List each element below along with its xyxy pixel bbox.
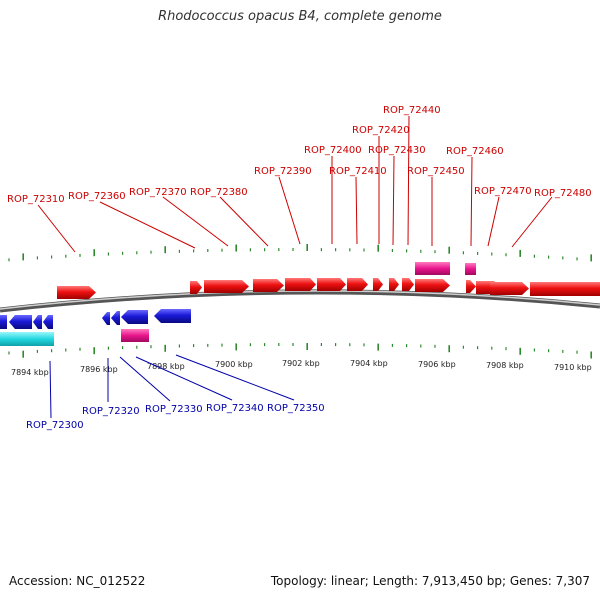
leader-line	[511, 196, 553, 248]
scale-label: 7904 kbp	[350, 359, 388, 368]
scale-label: 7894 kbp	[11, 368, 49, 377]
bottom-tick-marks	[8, 343, 593, 359]
gene-label[interactable]: ROP_72380	[190, 187, 248, 198]
gene-arrow[interactable]	[490, 282, 529, 295]
scale-label: 7910 kbp	[554, 363, 592, 372]
reverse-gene-labels: ROP_72300 ROP_72320 ROP_72330 ROP_72340 …	[26, 403, 325, 431]
leader-line	[49, 360, 52, 419]
sequence-backbone	[0, 289, 600, 313]
gene-arrow[interactable]	[9, 315, 32, 329]
gene-label[interactable]: ROP_72420	[352, 125, 410, 136]
gene-arrow[interactable]	[102, 312, 110, 325]
scale-label: 7900 kbp	[215, 360, 253, 369]
gene-label[interactable]: ROP_72350	[267, 403, 325, 414]
top-tick-marks	[8, 244, 593, 262]
leader-line	[278, 176, 301, 245]
leader-line	[37, 204, 76, 253]
leader-line	[119, 356, 171, 402]
gene-arrow[interactable]	[347, 278, 368, 291]
gene-label[interactable]: ROP_72310	[7, 194, 65, 205]
accession-text: Accession: NC_012522	[9, 574, 146, 588]
gene-label[interactable]: ROP_72320	[82, 406, 140, 417]
gene-label[interactable]: ROP_72360	[68, 191, 126, 202]
gene-arrow[interactable]	[154, 309, 191, 323]
gene-label[interactable]: ROP_72470	[474, 186, 532, 197]
gene-arrow[interactable]	[373, 278, 383, 291]
gene-label[interactable]: ROP_72410	[329, 166, 387, 177]
gene-arrow[interactable]	[285, 278, 316, 291]
gene-arrow[interactable]	[402, 278, 414, 291]
gene-label[interactable]: ROP_72400	[304, 145, 362, 156]
reverse-strand-genes	[0, 309, 191, 329]
leader-line	[407, 115, 410, 246]
leader-line	[162, 196, 229, 247]
gene-label[interactable]: ROP_72440	[383, 105, 441, 116]
gene-arrow[interactable]	[111, 311, 120, 325]
reverse-leader-lines	[49, 354, 295, 419]
leader-line	[175, 354, 295, 401]
leader-line	[219, 196, 269, 247]
gene-label[interactable]: ROP_72480	[534, 188, 592, 199]
gene-arrow[interactable]	[317, 278, 346, 291]
gene-label[interactable]: ROP_72370	[129, 187, 187, 198]
scale-label: 7908 kbp	[486, 361, 524, 370]
gene-label[interactable]: ROP_72330	[145, 404, 203, 415]
rna-feature-bottom[interactable]	[121, 329, 149, 342]
scale-labels: 7894 kbp 7896 kbp 7898 kbp 7900 kbp 7902…	[11, 359, 592, 377]
leader-line	[135, 356, 233, 401]
gene-arrow[interactable]	[57, 286, 96, 299]
gene-label[interactable]: ROP_72390	[254, 166, 312, 177]
forward-gene-labels: ROP_72310 ROP_72360 ROP_72370 ROP_72380 …	[7, 105, 592, 205]
scale-label: 7902 kbp	[282, 359, 320, 368]
gene-arrow[interactable]	[190, 281, 202, 294]
rna-feature-top-1[interactable]	[415, 262, 450, 275]
rna-feature-top-2[interactable]	[465, 263, 476, 275]
scale-label: 7896 kbp	[80, 365, 118, 374]
forward-strand-genes	[57, 278, 600, 299]
leader-line	[99, 201, 196, 249]
scale-label: 7906 kbp	[418, 360, 456, 369]
gene-label[interactable]: ROP_72300	[26, 420, 84, 431]
rna-feature-cyan[interactable]	[0, 332, 54, 346]
forward-leader-lines	[37, 115, 553, 253]
gene-arrow[interactable]	[33, 315, 42, 329]
gene-arrow[interactable]	[0, 315, 7, 329]
gene-label[interactable]: ROP_72460	[446, 146, 504, 157]
gene-arrow[interactable]	[43, 315, 53, 329]
leader-line	[355, 176, 358, 245]
leader-line	[470, 156, 473, 247]
leader-line	[392, 155, 395, 246]
gene-arrow[interactable]	[389, 278, 399, 291]
topology-text: Topology: linear; Length: 7,913,450 bp; …	[270, 574, 590, 588]
gene-arrow[interactable]	[121, 310, 148, 324]
leader-line	[487, 196, 500, 247]
gene-label[interactable]: ROP_72430	[368, 145, 426, 156]
scale-label: 7898 kbp	[147, 362, 185, 371]
gene-arrow[interactable]	[204, 280, 249, 293]
gene-label[interactable]: ROP_72340	[206, 403, 264, 414]
gene-arrow[interactable]	[415, 279, 450, 292]
gene-label[interactable]: ROP_72450	[407, 166, 465, 177]
chart-title: Rhodococcus opacus B4, complete genome	[158, 9, 442, 24]
gene-arrow[interactable]	[253, 279, 284, 292]
gene-arrow[interactable]	[466, 280, 476, 293]
gene-arrow[interactable]	[530, 282, 600, 296]
